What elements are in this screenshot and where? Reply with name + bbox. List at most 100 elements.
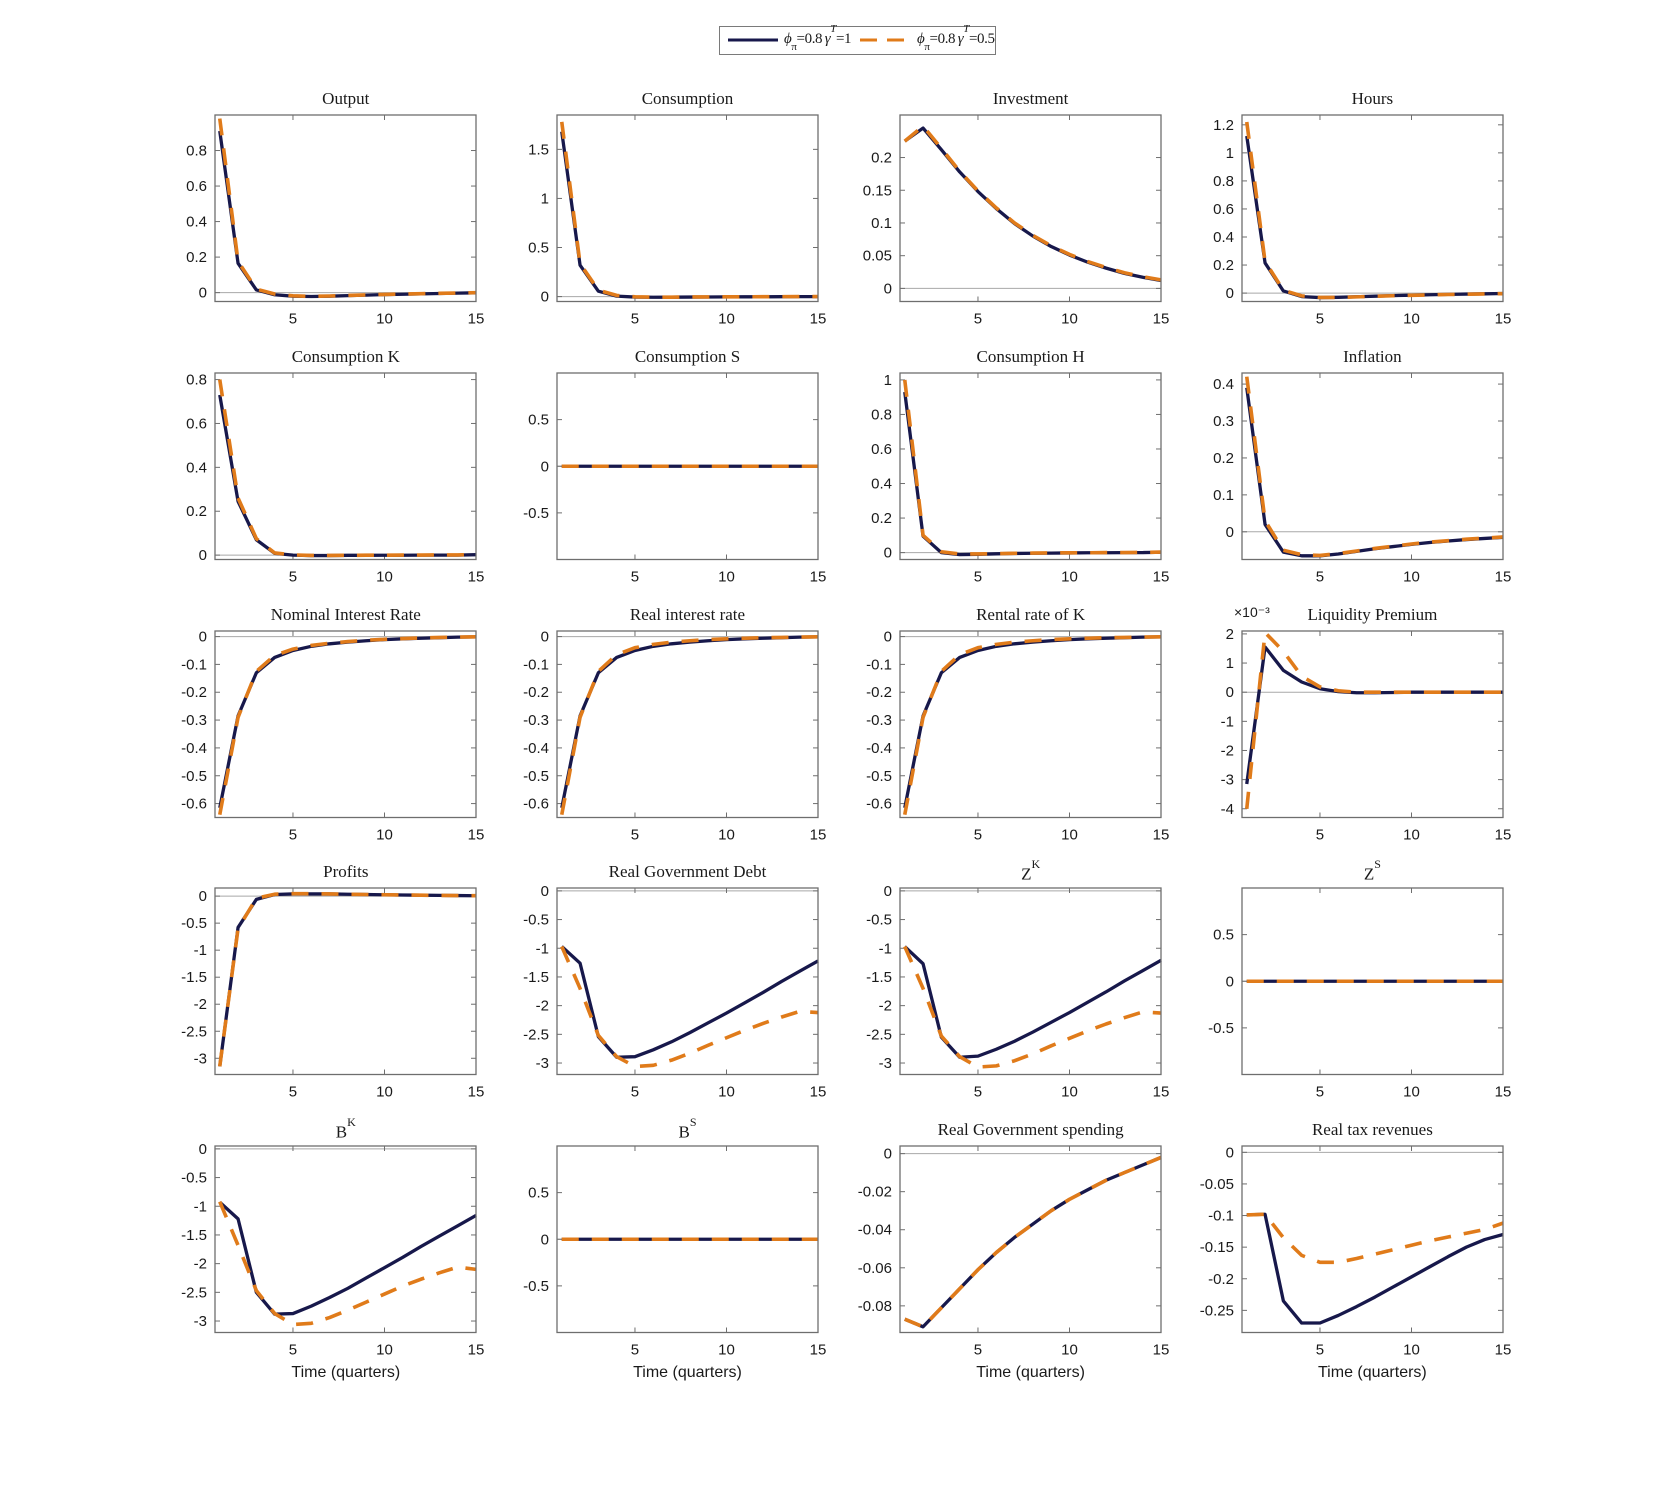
svg-text:1.5: 1.5 (528, 141, 549, 158)
svg-text:0.2: 0.2 (871, 510, 892, 527)
svg-text:0: 0 (541, 883, 549, 900)
svg-text:15: 15 (1153, 826, 1170, 843)
svg-text:0: 0 (199, 1141, 207, 1158)
svg-text:-1.5: -1.5 (866, 969, 892, 986)
svg-text:15: 15 (1495, 310, 1512, 327)
svg-text:0.4: 0.4 (1213, 229, 1234, 246)
svg-text:5: 5 (631, 1084, 639, 1101)
svg-text:2: 2 (1226, 625, 1234, 642)
svg-text:5: 5 (974, 1342, 982, 1359)
svg-text:0: 0 (541, 458, 549, 475)
svg-text:0.6: 0.6 (186, 178, 207, 195)
svg-text:10: 10 (1061, 310, 1078, 327)
svg-text:0.4: 0.4 (871, 475, 892, 492)
svg-text:0.6: 0.6 (186, 415, 207, 432)
svg-text:-2.5: -2.5 (181, 1024, 207, 1041)
svg-text:-0.3: -0.3 (523, 712, 549, 729)
svg-text:0: 0 (884, 280, 892, 297)
svg-text:0.4: 0.4 (186, 459, 207, 476)
svg-text:-2.5: -2.5 (181, 1284, 207, 1301)
svg-text:-0.1: -0.1 (1208, 1208, 1234, 1225)
svg-text:-0.1: -0.1 (181, 656, 207, 673)
svg-text:10: 10 (1403, 310, 1420, 327)
svg-text:-0.5: -0.5 (866, 912, 892, 929)
svg-text:5: 5 (1316, 310, 1324, 327)
svg-text:5: 5 (289, 568, 297, 585)
svg-text:15: 15 (810, 1084, 827, 1101)
svg-text:5: 5 (1316, 568, 1324, 585)
svg-text:15: 15 (810, 826, 827, 843)
svg-text:0.4: 0.4 (1213, 376, 1234, 393)
svg-text:-0.4: -0.4 (866, 739, 892, 756)
svg-text:-0.5: -0.5 (523, 912, 549, 929)
svg-text:-0.4: -0.4 (523, 739, 549, 756)
svg-text:5: 5 (289, 826, 297, 843)
svg-text:-0.6: -0.6 (866, 795, 892, 812)
svg-text:10: 10 (1061, 1084, 1078, 1101)
svg-text:5: 5 (1316, 1084, 1324, 1101)
svg-text:0.2: 0.2 (1213, 450, 1234, 467)
svg-text:15: 15 (468, 826, 485, 843)
svg-text:-0.04: -0.04 (858, 1222, 892, 1239)
svg-text:-1: -1 (194, 1198, 207, 1215)
svg-text:-1: -1 (1221, 713, 1234, 730)
svg-text:-0.6: -0.6 (523, 795, 549, 812)
svg-text:15: 15 (468, 568, 485, 585)
svg-text:-0.5: -0.5 (181, 1170, 207, 1187)
svg-text:0.4: 0.4 (186, 213, 207, 230)
svg-text:-1: -1 (879, 941, 892, 958)
svg-text:10: 10 (376, 310, 393, 327)
svg-text:10: 10 (718, 310, 735, 327)
svg-text:5: 5 (289, 1342, 297, 1359)
svg-text:0: 0 (1226, 523, 1234, 540)
svg-text:10: 10 (1061, 826, 1078, 843)
svg-text:0.1: 0.1 (1213, 487, 1234, 504)
svg-text:15: 15 (1153, 310, 1170, 327)
svg-text:5: 5 (974, 1084, 982, 1101)
svg-text:0: 0 (884, 544, 892, 561)
svg-text:5: 5 (974, 568, 982, 585)
svg-text:-0.15: -0.15 (1200, 1239, 1234, 1256)
svg-text:-0.3: -0.3 (866, 712, 892, 729)
svg-text:-1: -1 (194, 942, 207, 959)
svg-text:15: 15 (468, 310, 485, 327)
svg-text:0: 0 (884, 628, 892, 645)
svg-text:-1.5: -1.5 (181, 1227, 207, 1244)
svg-text:-0.5: -0.5 (523, 767, 549, 784)
svg-text:0: 0 (1226, 974, 1234, 991)
svg-text:5: 5 (974, 826, 982, 843)
svg-text:10: 10 (376, 1342, 393, 1359)
svg-text:15: 15 (810, 568, 827, 585)
svg-text:-2.5: -2.5 (523, 1027, 549, 1044)
svg-text:-2: -2 (1221, 742, 1234, 759)
svg-text:10: 10 (1403, 568, 1420, 585)
svg-text:5: 5 (631, 1342, 639, 1359)
svg-text:10: 10 (376, 1084, 393, 1101)
svg-text:-0.1: -0.1 (866, 656, 892, 673)
svg-text:-4: -4 (1221, 800, 1234, 817)
svg-text:10: 10 (718, 568, 735, 585)
svg-text:-0.02: -0.02 (858, 1184, 892, 1201)
svg-text:5: 5 (631, 568, 639, 585)
svg-text:10: 10 (1403, 1342, 1420, 1359)
svg-text:-0.5: -0.5 (866, 767, 892, 784)
svg-text:0.8: 0.8 (186, 142, 207, 159)
svg-text:10: 10 (1061, 568, 1078, 585)
svg-text:10: 10 (376, 568, 393, 585)
svg-text:-1: -1 (536, 941, 549, 958)
svg-text:-0.05: -0.05 (1200, 1176, 1234, 1193)
svg-text:0.6: 0.6 (871, 441, 892, 458)
svg-text:0.1: 0.1 (871, 215, 892, 232)
svg-text:1: 1 (541, 190, 549, 207)
svg-text:-0.5: -0.5 (523, 1278, 549, 1295)
svg-text:0: 0 (884, 883, 892, 900)
svg-text:0: 0 (884, 1146, 892, 1163)
svg-text:0: 0 (199, 888, 207, 905)
svg-text:15: 15 (468, 1084, 485, 1101)
svg-text:-0.2: -0.2 (866, 684, 892, 701)
svg-text:1.2: 1.2 (1213, 117, 1234, 134)
svg-text:-0.5: -0.5 (523, 505, 549, 522)
svg-text:-0.06: -0.06 (858, 1260, 892, 1277)
svg-text:1: 1 (1226, 655, 1234, 672)
svg-text:-0.25: -0.25 (1200, 1302, 1234, 1319)
